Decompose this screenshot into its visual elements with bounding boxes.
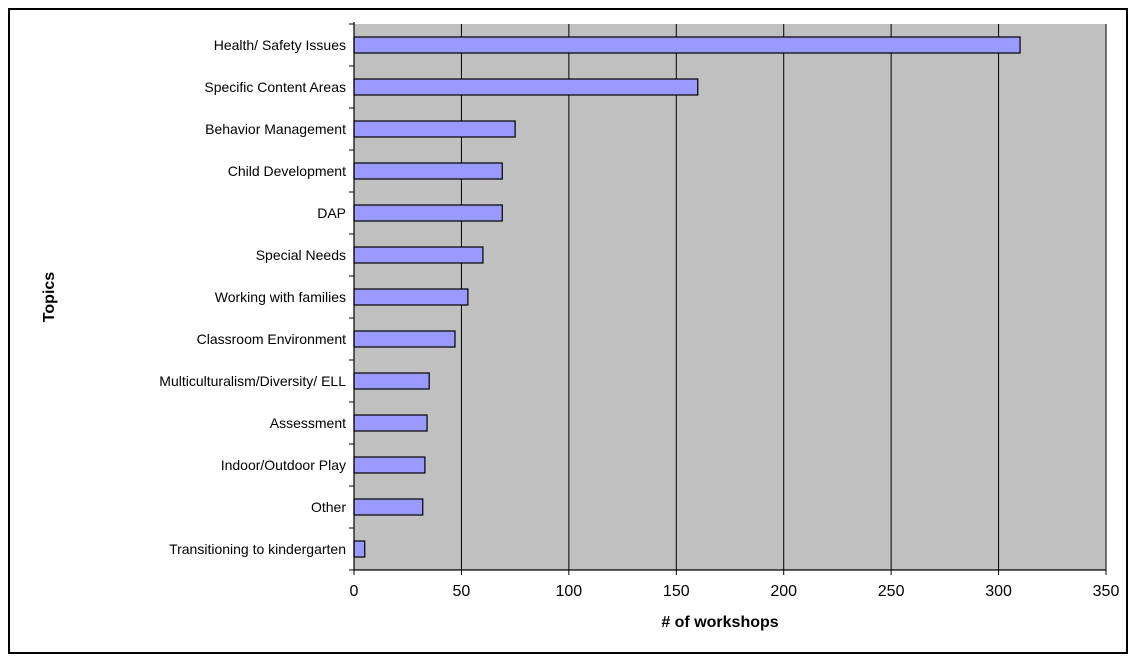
x-axis-title: # of workshops [661,614,778,631]
x-tick-label-350: 350 [1093,583,1120,600]
bar-8 [353,372,430,390]
category-label-0: Health/ Safety Issues [214,37,346,53]
category-label-3: Child Development [228,163,346,179]
bar-4 [353,204,503,222]
chart-frame: Health/ Safety Issues Specific Content Ar… [8,8,1128,654]
gridlines [460,24,1107,570]
bar-chart: Health/ Safety Issues Specific Content Ar… [41,22,1120,631]
plot-area [354,24,1106,570]
plot-background [354,24,1106,570]
bar-10 [353,456,426,474]
category-label-1: Specific Content Areas [204,79,346,95]
x-tick-label-50: 50 [453,583,471,600]
bar-2 [353,120,516,138]
x-tick-label-100: 100 [556,583,583,600]
category-label-4: DAP [317,205,346,221]
axes [349,22,1107,575]
category-label-10: Indoor/Outdoor Play [221,457,346,473]
category-label-6: Working with families [215,289,346,305]
category-label-2: Behavior Management [205,121,346,137]
bar-1 [353,78,699,96]
category-label-5: Special Needs [256,247,346,263]
tick-labels: 0 50 100 150 200 250 300 350 [350,583,1120,600]
bar-0 [353,36,1021,54]
category-label-11: Other [311,499,346,515]
x-tick-label-300: 300 [985,583,1012,600]
x-tick-label-0: 0 [350,583,359,600]
category-label-9: Assessment [270,415,346,431]
category-label-7: Classroom Environment [197,331,346,347]
x-tick-label-200: 200 [770,583,797,600]
bar-9 [353,414,428,432]
y-axis-title: Topics [41,272,58,322]
x-tick-label-150: 150 [663,583,690,600]
category-label-12: Transitioning to kindergarten [169,541,346,557]
bars [353,36,1021,558]
category-label-8: Multiculturalism/Diversity/ ELL [159,373,346,389]
bar-3 [353,162,503,180]
bar-5 [353,246,484,264]
bar-11 [353,498,424,516]
bar-6 [353,288,469,306]
category-labels: Health/ Safety Issues Specific Content Ar… [159,37,346,557]
bar-7 [353,330,456,348]
x-tick-label-250: 250 [878,583,905,600]
bar-12 [353,540,366,558]
